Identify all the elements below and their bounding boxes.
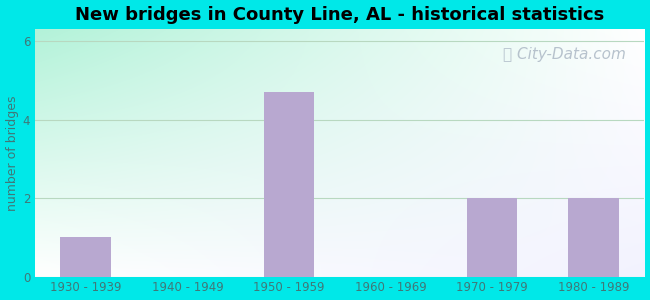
- Text: ⓘ City-Data.com: ⓘ City-Data.com: [503, 46, 626, 62]
- Bar: [264, 92, 315, 277]
- Bar: [568, 198, 619, 277]
- Bar: [60, 237, 111, 277]
- Bar: [467, 198, 517, 277]
- Title: New bridges in County Line, AL - historical statistics: New bridges in County Line, AL - histori…: [75, 6, 604, 24]
- Y-axis label: number of bridges: number of bridges: [6, 95, 19, 211]
